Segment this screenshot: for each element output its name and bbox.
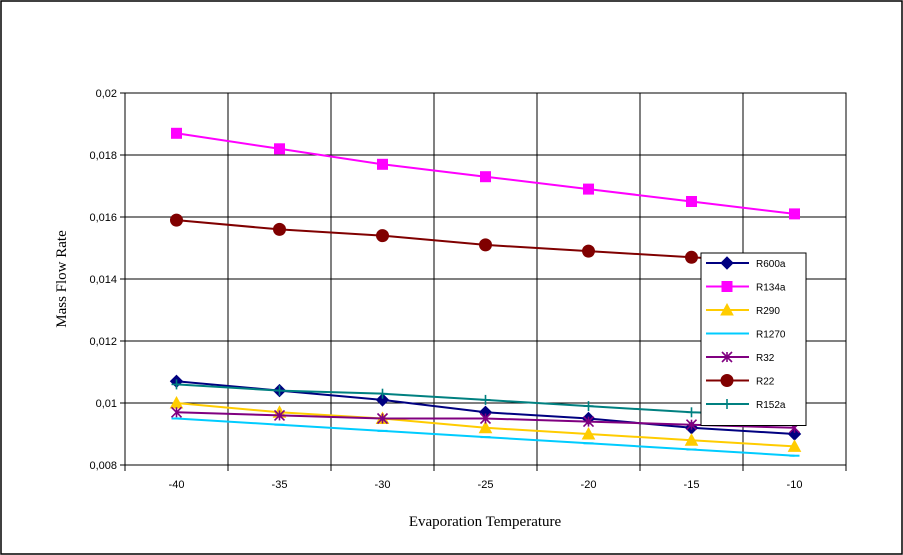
y-tick-label: 0,008 xyxy=(89,460,117,472)
x-tick-label: -15 xyxy=(684,479,700,491)
data-point xyxy=(686,407,697,418)
legend-item: R1270 xyxy=(706,330,786,341)
legend-marker xyxy=(721,281,733,292)
data-point xyxy=(273,409,286,421)
data-point xyxy=(582,244,595,258)
legend-marker xyxy=(720,302,734,316)
y-tick-label: 0,014 xyxy=(89,274,117,286)
data-point xyxy=(581,426,596,440)
legend-item: R152a xyxy=(706,399,786,411)
legend: R600a R134a R290 R1270 R32 R22 R152a xyxy=(700,252,807,426)
legend-label: R1270 xyxy=(756,330,786,341)
data-point xyxy=(686,196,697,207)
legend-item: R134a xyxy=(706,281,786,294)
x-tick-label: -25 xyxy=(478,479,494,491)
data-point xyxy=(685,419,698,431)
data-point xyxy=(479,412,492,425)
data-point xyxy=(480,394,491,405)
data-point xyxy=(685,250,698,264)
series-r134a xyxy=(171,127,800,220)
data-point xyxy=(583,183,594,195)
data-point xyxy=(479,238,492,252)
x-tick-label: -35 xyxy=(272,479,288,491)
data-point xyxy=(273,222,286,236)
legend-label: R600a xyxy=(756,259,786,270)
y-axis-title: Mass Flow Rate xyxy=(54,230,70,328)
series-r22 xyxy=(170,213,801,270)
legend-label: R290 xyxy=(756,306,780,317)
data-point xyxy=(375,393,390,407)
data-point xyxy=(170,213,183,227)
data-point xyxy=(582,416,595,428)
x-tick-label: -30 xyxy=(375,479,391,491)
series-r1270 xyxy=(171,417,800,457)
data-point xyxy=(684,433,699,446)
legend-item: R600a xyxy=(706,256,786,270)
data-point xyxy=(787,439,802,452)
legend-marker xyxy=(720,374,734,387)
axis-ticks: 0,008 0,01 0,012 0,014 0,016 0,018 0,02 -40 -35 -… xyxy=(89,88,847,491)
legend-label: R134a xyxy=(756,283,786,294)
x-axis-title: Evaporation Temperature xyxy=(409,514,562,530)
data-point xyxy=(478,420,493,434)
legend-marker xyxy=(720,256,734,270)
data-point xyxy=(274,385,285,396)
data-point xyxy=(583,401,594,412)
y-tick-label: 0,01 xyxy=(96,398,117,410)
data-point xyxy=(376,412,389,425)
legend-marker xyxy=(722,399,732,409)
x-tick-label: -40 xyxy=(169,479,185,491)
x-tick-label: -10 xyxy=(787,479,803,491)
legend-label: R152a xyxy=(756,400,786,411)
x-tick-label: -20 xyxy=(581,479,597,491)
legend-label: R32 xyxy=(756,353,775,364)
legend-label: R22 xyxy=(756,377,775,388)
data-point xyxy=(376,229,389,243)
legend-marker xyxy=(721,351,733,363)
data-point xyxy=(274,143,285,155)
legend-item: R290 xyxy=(706,302,780,317)
legend-item: R32 xyxy=(706,351,775,364)
series-group xyxy=(169,127,802,457)
data-point xyxy=(480,171,491,183)
data-point xyxy=(377,158,388,170)
data-point xyxy=(377,388,388,399)
legend-box xyxy=(700,252,807,426)
data-point xyxy=(789,208,800,220)
data-point xyxy=(171,127,182,139)
data-point xyxy=(170,406,183,418)
data-point xyxy=(171,379,182,390)
y-tick-label: 0,012 xyxy=(89,336,117,348)
y-tick-label: 0,02 xyxy=(96,88,117,100)
y-tick-label: 0,018 xyxy=(89,150,117,162)
y-tick-label: 0,016 xyxy=(89,212,117,224)
legend-item: R22 xyxy=(706,374,775,388)
